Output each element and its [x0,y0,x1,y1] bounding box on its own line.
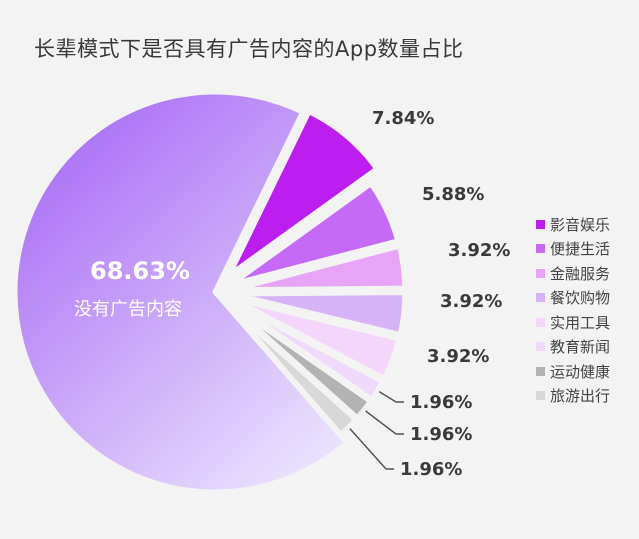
legend-swatch [536,219,545,229]
legend-swatch [536,244,545,254]
legend-label: 便捷生活 [550,240,611,259]
legend-item-3: 金融服务 [536,261,610,286]
legend-swatch [536,391,545,401]
pie-slice-8 [225,302,359,437]
pie-slice-3 [230,243,408,293]
data-label-4: 3.92% [440,291,502,312]
data-label-5: 3.92% [427,346,489,367]
leader-line-6 [378,390,404,403]
legend-item-2: 便捷生活 [536,237,610,262]
pie-slice-2 [228,181,401,287]
data-label-3: 3.92% [448,240,510,261]
chart-title: 长辈模式下是否具有广告内容的App数量占比 [34,37,464,61]
legend-item-4: 餐饮购物 [536,286,610,311]
main-slice-value: 68.63% [90,257,190,285]
legend-label: 餐饮购物 [550,289,611,308]
legend-item-1: 影音娱乐 [536,212,610,237]
leader-line-8 [349,428,394,470]
data-label-6: 1.96% [410,392,472,413]
pie-slice-4 [230,290,408,338]
pie-slice-no-ads [12,89,349,495]
legend-swatch [536,366,545,376]
legend-label: 运动健康 [550,362,611,381]
main-slice-name: 没有广告内容 [74,299,182,320]
legend-label: 旅游出行 [550,387,611,406]
legend-label: 影音娱乐 [550,215,611,234]
data-label-8: 1.96% [400,459,462,480]
legend-label: 实用工具 [550,313,611,332]
legend-item-5: 实用工具 [536,310,610,335]
legend-swatch [536,268,545,278]
data-label-7: 1.96% [410,424,472,445]
legend-item-6: 教育新闻 [536,335,610,360]
legend-swatch [536,317,545,327]
legend-swatch [536,293,545,303]
leader-line-7 [365,410,404,435]
legend-item-7: 运动健康 [536,359,610,384]
legend: 影音娱乐便捷生活金融服务餐饮购物实用工具教育新闻运动健康旅游出行 [536,212,610,408]
pie-slice-5 [229,295,402,381]
pie-slice-1 [226,109,380,278]
data-label-1: 7.84% [372,108,434,129]
legend-label: 教育新闻 [550,338,611,357]
legend-item-8: 旅游出行 [536,384,610,409]
legend-label: 金融服务 [550,264,611,283]
data-label-2: 5.88% [422,184,484,205]
legend-swatch [536,342,545,352]
